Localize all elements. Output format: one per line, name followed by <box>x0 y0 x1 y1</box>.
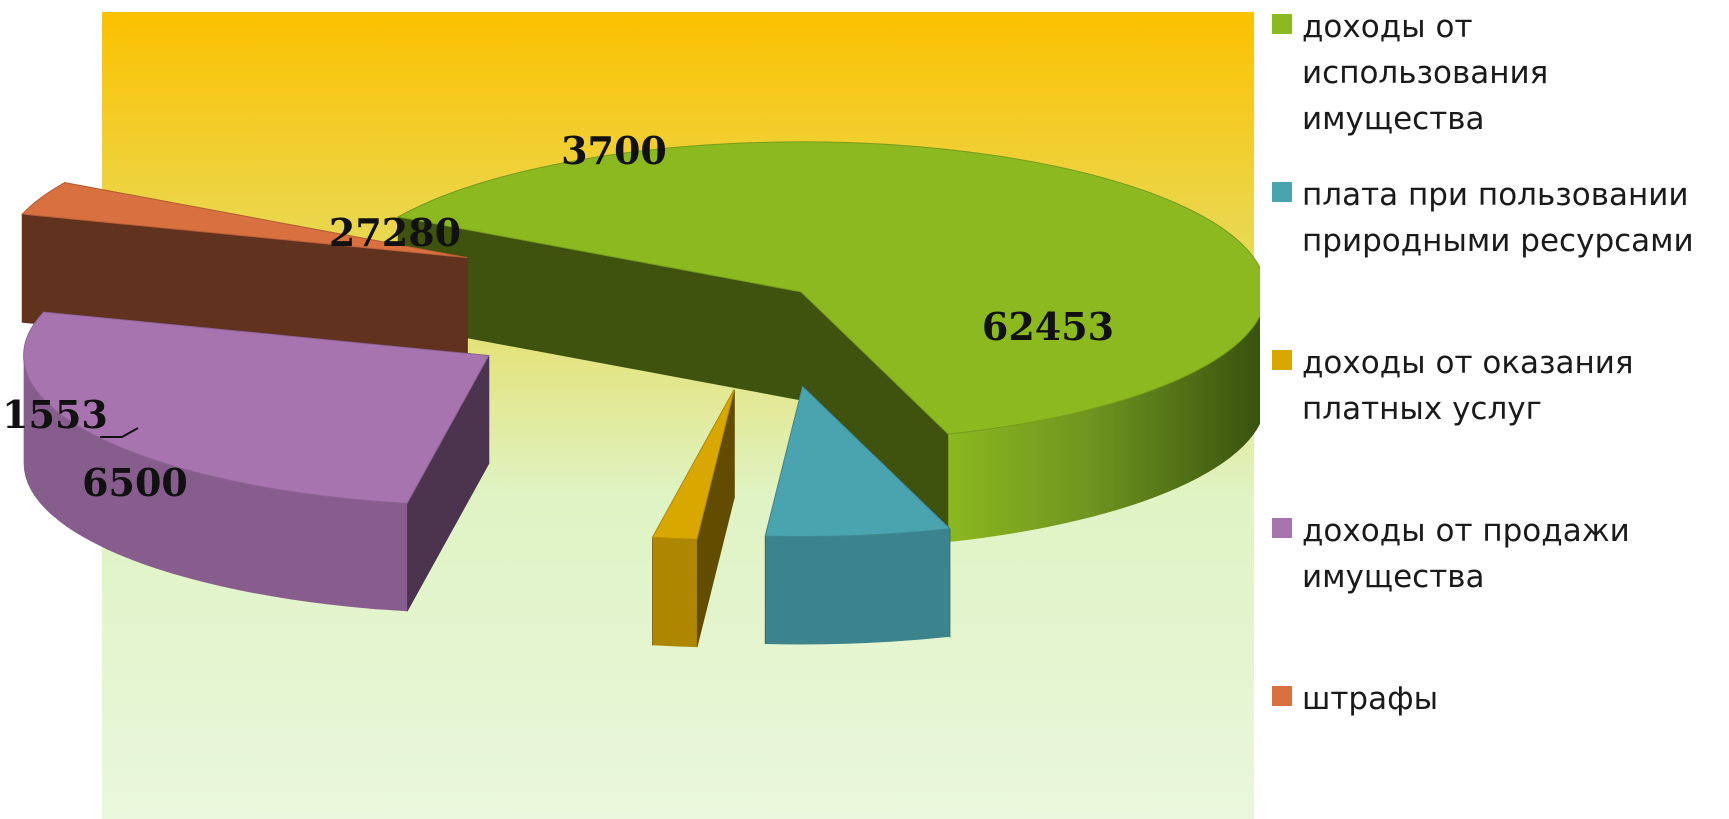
slice-side <box>948 315 1260 543</box>
legend-swatch <box>1272 686 1292 706</box>
legend-swatch <box>1272 518 1292 538</box>
slice-top <box>764 385 951 537</box>
legend-swatch <box>1272 350 1292 370</box>
pie-slice <box>23 311 490 612</box>
leader-line <box>100 427 139 438</box>
data-label: 62453 <box>982 304 1114 349</box>
legend-swatch <box>1272 182 1292 202</box>
slice-top <box>23 311 490 504</box>
data-label: 27280 <box>329 210 461 255</box>
slice-side <box>652 537 697 648</box>
slice-top <box>21 182 468 259</box>
slice-top <box>651 389 735 540</box>
legend-label: плата при пользовании природными ресурса… <box>1302 177 1694 259</box>
slice-side <box>23 355 408 612</box>
pie-chart: 62453 6500 1553 27280 3700 <box>2 12 1260 819</box>
pie-slice <box>651 389 735 648</box>
legend-label: доходы от продажи имущества <box>1302 513 1630 595</box>
data-label: 1553 <box>2 392 108 437</box>
pie-slice <box>396 141 1260 544</box>
slice-side <box>765 528 950 645</box>
pie-slice <box>764 385 951 645</box>
slice-top <box>396 141 1260 435</box>
data-label: 3700 <box>561 128 667 173</box>
legend-swatch <box>1272 14 1292 34</box>
data-label: 6500 <box>82 460 188 505</box>
legend-label: штрафы <box>1302 681 1439 717</box>
legend-label: доходы от оказания платных услуг <box>1302 345 1634 427</box>
legend-label: доходы от использования имущества <box>1302 9 1549 137</box>
